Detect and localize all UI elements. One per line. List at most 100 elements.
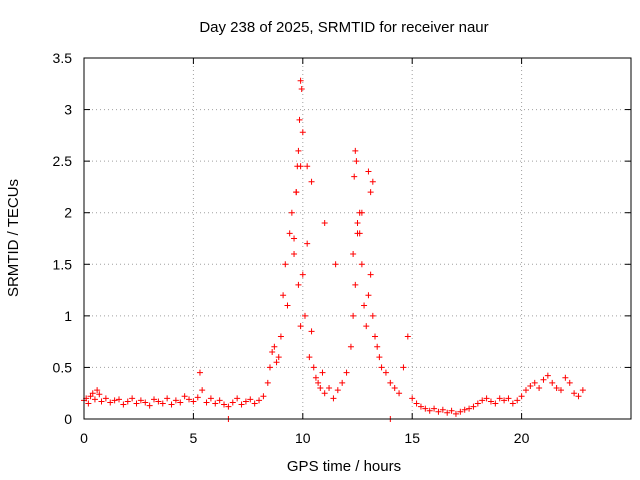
data-point bbox=[347, 343, 354, 350]
data-point bbox=[492, 400, 499, 407]
data-point bbox=[549, 379, 556, 386]
data-point bbox=[479, 397, 486, 404]
data-point bbox=[91, 396, 98, 403]
data-point bbox=[330, 395, 337, 402]
data-point bbox=[351, 173, 358, 180]
y-axis-label: SRMTID / TECUs bbox=[5, 179, 22, 297]
data-point bbox=[275, 354, 282, 361]
x-axis-label: GPS time / hours bbox=[287, 458, 401, 475]
data-point bbox=[358, 209, 365, 216]
data-point bbox=[571, 390, 578, 397]
data-point bbox=[470, 403, 477, 410]
axis-ticks: 0 5 10 15 20 0 0.5 1 1.5 2 2.5 3 3.5 bbox=[53, 50, 631, 446]
data-point bbox=[159, 400, 166, 407]
data-point bbox=[417, 403, 424, 410]
data-point bbox=[186, 396, 193, 403]
data-point bbox=[334, 387, 341, 394]
data-point bbox=[190, 398, 197, 405]
data-point bbox=[280, 292, 287, 299]
data-point bbox=[216, 397, 223, 404]
data-point bbox=[321, 390, 328, 397]
data-point bbox=[496, 395, 503, 402]
data-point bbox=[304, 163, 311, 170]
data-point bbox=[102, 395, 109, 402]
data-point bbox=[483, 395, 490, 402]
data-point bbox=[155, 398, 162, 405]
data-point bbox=[505, 395, 512, 402]
data-point bbox=[354, 220, 361, 227]
data-point bbox=[247, 396, 254, 403]
data-point bbox=[474, 400, 481, 407]
data-point bbox=[308, 178, 315, 185]
data-point bbox=[363, 323, 370, 330]
data-point bbox=[297, 323, 304, 330]
data-point bbox=[350, 312, 357, 319]
data-point bbox=[404, 333, 411, 340]
data-point bbox=[382, 369, 389, 376]
data-point bbox=[321, 220, 328, 227]
data-point bbox=[199, 387, 206, 394]
data-point bbox=[225, 403, 232, 410]
data-point bbox=[527, 382, 534, 389]
data-point bbox=[269, 348, 276, 355]
data-point bbox=[129, 395, 136, 402]
data-point bbox=[260, 393, 267, 400]
data-point bbox=[352, 281, 359, 288]
data-point bbox=[531, 379, 538, 386]
data-point bbox=[177, 399, 184, 406]
data-point bbox=[221, 401, 228, 408]
x-tick-label: 10 bbox=[295, 430, 311, 446]
data-point bbox=[124, 398, 131, 405]
data-point bbox=[522, 387, 529, 394]
data-point bbox=[352, 147, 359, 154]
y-tick-label: 0 bbox=[64, 411, 72, 427]
data-point bbox=[540, 376, 547, 383]
data-point bbox=[566, 379, 573, 386]
data-point bbox=[396, 390, 403, 397]
data-point bbox=[426, 407, 433, 414]
data-point bbox=[439, 406, 446, 413]
data-point bbox=[234, 395, 241, 402]
data-point bbox=[297, 77, 304, 84]
data-point bbox=[98, 398, 105, 405]
data-point bbox=[367, 271, 374, 278]
data-point bbox=[298, 85, 305, 92]
data-point bbox=[369, 312, 376, 319]
data-point bbox=[350, 250, 357, 257]
data-point bbox=[282, 261, 289, 268]
data-point bbox=[251, 400, 258, 407]
data-point bbox=[518, 393, 525, 400]
data-point bbox=[308, 328, 315, 335]
y-tick-label: 0.5 bbox=[53, 359, 73, 375]
data-point bbox=[435, 408, 442, 415]
chart-title: Day 238 of 2025, SRMTID for receiver nau… bbox=[199, 19, 488, 36]
data-point bbox=[514, 397, 521, 404]
data-point bbox=[356, 230, 363, 237]
data-point bbox=[299, 129, 306, 136]
data-point bbox=[296, 116, 303, 123]
data-point bbox=[212, 400, 219, 407]
data-point bbox=[264, 379, 271, 386]
data-point bbox=[133, 400, 140, 407]
data-point bbox=[146, 402, 153, 409]
data-point bbox=[295, 281, 302, 288]
data-point bbox=[365, 292, 372, 299]
data-point bbox=[164, 395, 171, 402]
data-point bbox=[256, 397, 263, 404]
y-tick-label: 2.5 bbox=[53, 153, 73, 169]
data-point bbox=[409, 395, 416, 402]
data-point bbox=[431, 405, 438, 412]
data-point bbox=[238, 401, 245, 408]
data-point bbox=[277, 333, 284, 340]
y-tick-label: 3 bbox=[64, 102, 72, 118]
data-point bbox=[353, 158, 360, 165]
data-point bbox=[96, 391, 103, 398]
data-point bbox=[509, 400, 516, 407]
data-point bbox=[266, 364, 273, 371]
plot-frame bbox=[83, 57, 632, 420]
data-points bbox=[81, 77, 586, 422]
data-point bbox=[544, 372, 551, 379]
data-point bbox=[457, 408, 464, 415]
data-point bbox=[181, 393, 188, 400]
data-point bbox=[137, 397, 144, 404]
